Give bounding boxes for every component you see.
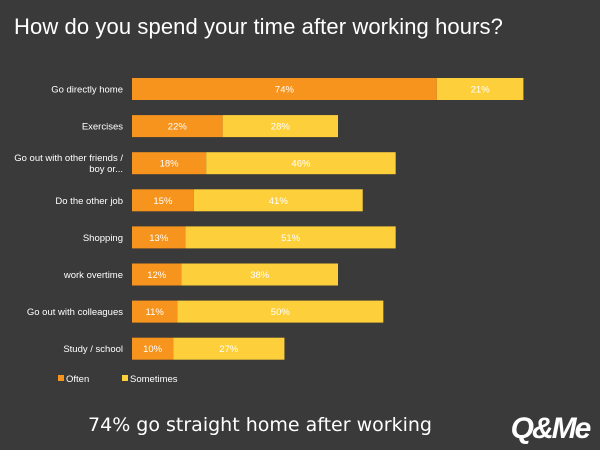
bar-value-label: 41% — [269, 196, 289, 207]
bar-often — [132, 115, 223, 138]
category-label: Do the other job — [55, 196, 123, 207]
bar-often — [132, 78, 437, 100]
bar-often — [132, 300, 178, 323]
summary-caption: 74% go straight home after working — [88, 414, 432, 436]
bar-often — [132, 152, 207, 175]
bar-value-label: 38% — [250, 270, 270, 281]
bar-sometimes — [436, 78, 524, 100]
bar-value-label: 15% — [153, 196, 173, 207]
bar-value-label: 74% — [275, 85, 295, 96]
bar-value-label: 18% — [160, 159, 180, 170]
bar-often — [132, 263, 182, 286]
category-label: Exercises — [82, 122, 123, 133]
category-label: Study / school — [63, 344, 123, 355]
legend-label-often: Often — [66, 374, 89, 385]
category-label: Go out with other friends / boy or... — [14, 153, 123, 175]
bar-often — [132, 337, 174, 360]
bar-value-label: 51% — [281, 233, 301, 244]
bar-value-label: 22% — [168, 122, 188, 133]
bar-value-label: 21% — [471, 85, 491, 96]
bar-value-label: 50% — [271, 307, 291, 318]
bar-sometimes — [193, 189, 363, 212]
bar-value-label: 12% — [147, 270, 167, 281]
bar-sometimes — [206, 152, 396, 175]
bar-sometimes — [222, 115, 338, 138]
bar-value-label: 13% — [149, 233, 169, 244]
qandme-logo: Q&Me — [511, 412, 593, 445]
bar-sometimes — [173, 337, 285, 360]
bar-value-label: 11% — [146, 307, 165, 318]
category-label: work overtime — [63, 270, 123, 281]
bar-often — [132, 189, 194, 212]
bar-sometimes — [181, 263, 338, 286]
bar-value-label: 28% — [271, 122, 291, 133]
legend-label-sometimes: Sometimes — [130, 374, 178, 385]
bar-value-label: 46% — [291, 159, 311, 170]
bar-often — [132, 226, 186, 249]
category-label: Go directly home — [51, 85, 123, 96]
chart-title: How do you spend your time after working… — [14, 14, 503, 39]
logo-text: Q&Me — [511, 412, 591, 445]
legend-swatch-sometimes — [122, 375, 128, 381]
category-label: Go out with colleagues — [27, 307, 123, 318]
category-label: Shopping — [83, 233, 123, 244]
bar-sometimes — [177, 300, 384, 323]
bar-value-label: 27% — [219, 344, 239, 355]
legend-swatch-often — [58, 375, 64, 381]
bar-sometimes — [185, 226, 396, 249]
bar-value-label: 10% — [143, 344, 163, 355]
